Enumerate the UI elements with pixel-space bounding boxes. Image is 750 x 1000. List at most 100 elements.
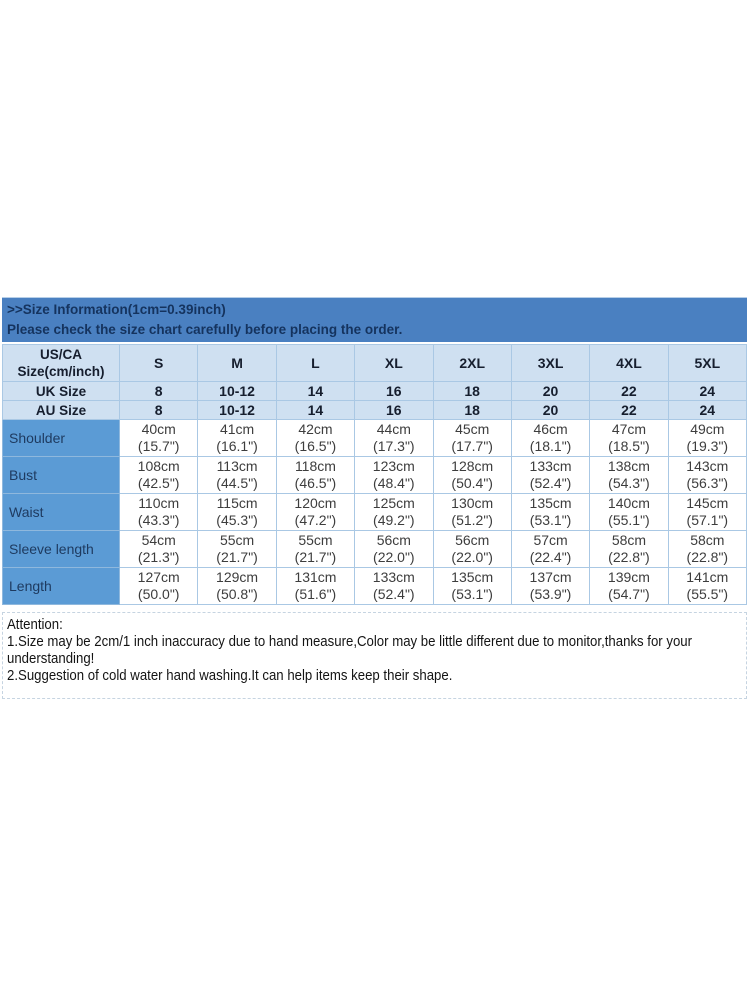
au-row-value: 20 (510, 400, 591, 420)
measurement-inch: (22.8") (686, 549, 729, 565)
measurement-cell: 135cm (53.1") (432, 567, 512, 605)
measurement-cm: 42cm (298, 421, 333, 437)
measurement-inch: (51.6") (294, 586, 337, 602)
measurement-inch: (43.3") (137, 512, 180, 528)
measurement-cm: 47cm (611, 421, 647, 437)
attention-title: Attention: (7, 616, 63, 633)
measurement-inch: (53.9") (529, 586, 572, 602)
measurement-cell: 54cm (21.3") (118, 530, 199, 568)
measurement-inch: (45.3") (216, 512, 258, 528)
measurement-cell: 133cm (52.4") (510, 456, 591, 494)
row-label-waist: Waist (2, 493, 120, 531)
size-table-head: US/CA Size(cm/inch) S M L XL 2XL 3XL 4XL 5XL UK Si… (2, 344, 748, 420)
measurement-cm: 49cm (690, 421, 725, 437)
measurement-inch: (53.1") (529, 512, 572, 528)
au-row-value: 24 (667, 400, 748, 420)
measurement-cm: 118cm (294, 458, 336, 474)
measurement-inch: (21.3") (137, 549, 180, 565)
measurement-cell: 49cm (19.3") (667, 419, 748, 457)
measurement-cm: 130cm (451, 495, 494, 511)
measurement-cm: 110cm (138, 495, 180, 511)
measurement-cell: 55cm (21.7") (275, 530, 356, 568)
measurement-inch: (48.4") (373, 475, 415, 491)
measurement-cell: 131cm (51.6") (275, 567, 356, 605)
measurement-inch: (21.7") (294, 549, 337, 565)
measurement-inch: (52.4") (529, 475, 572, 491)
row-label-bust: Bust (2, 456, 120, 494)
measurement-inch: (22.0") (373, 549, 415, 565)
measurement-inch: (46.5") (294, 475, 337, 491)
size-column-header-xl: XL (354, 344, 434, 382)
measurement-inch: (21.7") (216, 549, 258, 565)
size-column-header-s: S (118, 344, 199, 382)
uk-row-value: 24 (667, 381, 748, 401)
uk-row-value: 20 (510, 381, 591, 401)
measurement-cell: 44cm (17.3") (354, 419, 434, 457)
measurement-cell: 128cm (50.4") (432, 456, 512, 494)
measurement-cm: 135cm (451, 569, 494, 585)
measurement-cell: 125cm (49.2") (354, 493, 434, 531)
measurement-row-sleeve-length: Sleeve length 54cm (21.3") 55cm (21.7") 55cm(… (2, 530, 748, 568)
measurement-inch: (50.4") (451, 475, 493, 491)
measurement-cm: 133cm (372, 569, 415, 585)
measurement-cell: 123cm (48.4") (354, 456, 434, 494)
measurement-cell: 47cm (18.5") (589, 419, 669, 457)
uk-row-value: 14 (275, 381, 356, 401)
corner-header-cell: US/CA Size(cm/inch) (2, 344, 120, 382)
measurement-cell: 140cm (55.1") (589, 493, 669, 531)
attention-note-line-1: 1.Size may be 2cm/1 inch inaccuracy due … (7, 633, 693, 650)
measurement-cell: 46cm (18.1") (510, 419, 591, 457)
row-label-shoulder: Shoulder (2, 419, 120, 457)
measurement-inch: (53.1") (451, 586, 493, 602)
measurement-cell: 129cm (50.8") (197, 567, 277, 605)
measurement-cell: 41cm (16.1") (197, 419, 277, 457)
measurement-inch: (44.5") (216, 475, 258, 491)
measurement-inch: (19.3") (686, 438, 729, 454)
measurement-inch: (56.3") (686, 475, 729, 491)
measurement-cell: 113cm (44.5") (197, 456, 277, 494)
uk-row-value: 8 (118, 381, 199, 401)
measurement-inch: (52.4") (373, 586, 415, 602)
measurement-cell: 127cm (50.0") (118, 567, 199, 605)
measurement-cm: 145cm (686, 495, 729, 511)
measurement-cell: 45cm (17.7") (432, 419, 512, 457)
measurement-cell: 135cm (53.1") (510, 493, 591, 531)
measurement-inch: (55.1") (608, 512, 650, 528)
measurement-inch: (17.7") (451, 438, 493, 454)
measurement-cm: 56cm (455, 532, 490, 548)
measurement-cell: 115cm (45.3") (197, 493, 277, 531)
size-column-header-2xl: 2XL (432, 344, 512, 382)
size-column-header-m: M (197, 344, 277, 382)
measurement-cm: 129cm (216, 569, 259, 585)
au-row: AU Size 8 10-12 14 16 18 20 22 24 (2, 400, 748, 420)
measurement-cm: 139cm (607, 569, 650, 585)
measurement-inch: (55.5") (686, 586, 729, 602)
uk-row-value: 16 (354, 381, 434, 401)
measurement-cm: 138cm (607, 458, 650, 474)
size-column-header-4xl: 4XL (589, 344, 669, 382)
measurement-cell: 137cm (53.9") (510, 567, 591, 605)
measurement-cell: 145cm (57.1") (667, 493, 748, 531)
measurement-row-shoulder: Shoulder 40cm (15.7") 41cm (16.1") 42cm (16.5"… (2, 419, 748, 457)
measurement-cell: 57cm (22.4") (510, 530, 591, 568)
measurement-cell: 108cm (42.5") (118, 456, 199, 494)
measurement-cm: 44cm (376, 421, 411, 437)
measurement-cm: 108cm (137, 458, 180, 474)
measurement-inch: (15.7") (137, 438, 180, 454)
measurement-inch: (22.4") (529, 549, 572, 565)
measurement-inch: (57.1") (686, 512, 729, 528)
measurement-cell: 141cm (55.5") (667, 567, 748, 605)
measurement-cell: 138cm (54.3") (589, 456, 669, 494)
measurement-cm: 58cm (611, 532, 647, 548)
measurement-cm: 137cm (529, 569, 572, 585)
measurement-inch: (50.8") (216, 586, 258, 602)
attention-note: Attention: 1.Size may be 2cm/1 inch inac… (2, 612, 747, 699)
measurement-cell: 56cm (22.0") (432, 530, 512, 568)
measurement-cell: 139cm (54.7") (589, 567, 669, 605)
measurement-cell: 58cm (22.8") (589, 530, 669, 568)
measurement-row-length: Length 127cm (50.0") 129cm (50.8") 131cm (51.6… (2, 567, 748, 605)
corner-header-line-2: Size(cm/inch) (17, 364, 105, 379)
measurement-cell: 133cm (52.4") (354, 567, 434, 605)
measurement-cm: 141cm (686, 569, 729, 585)
